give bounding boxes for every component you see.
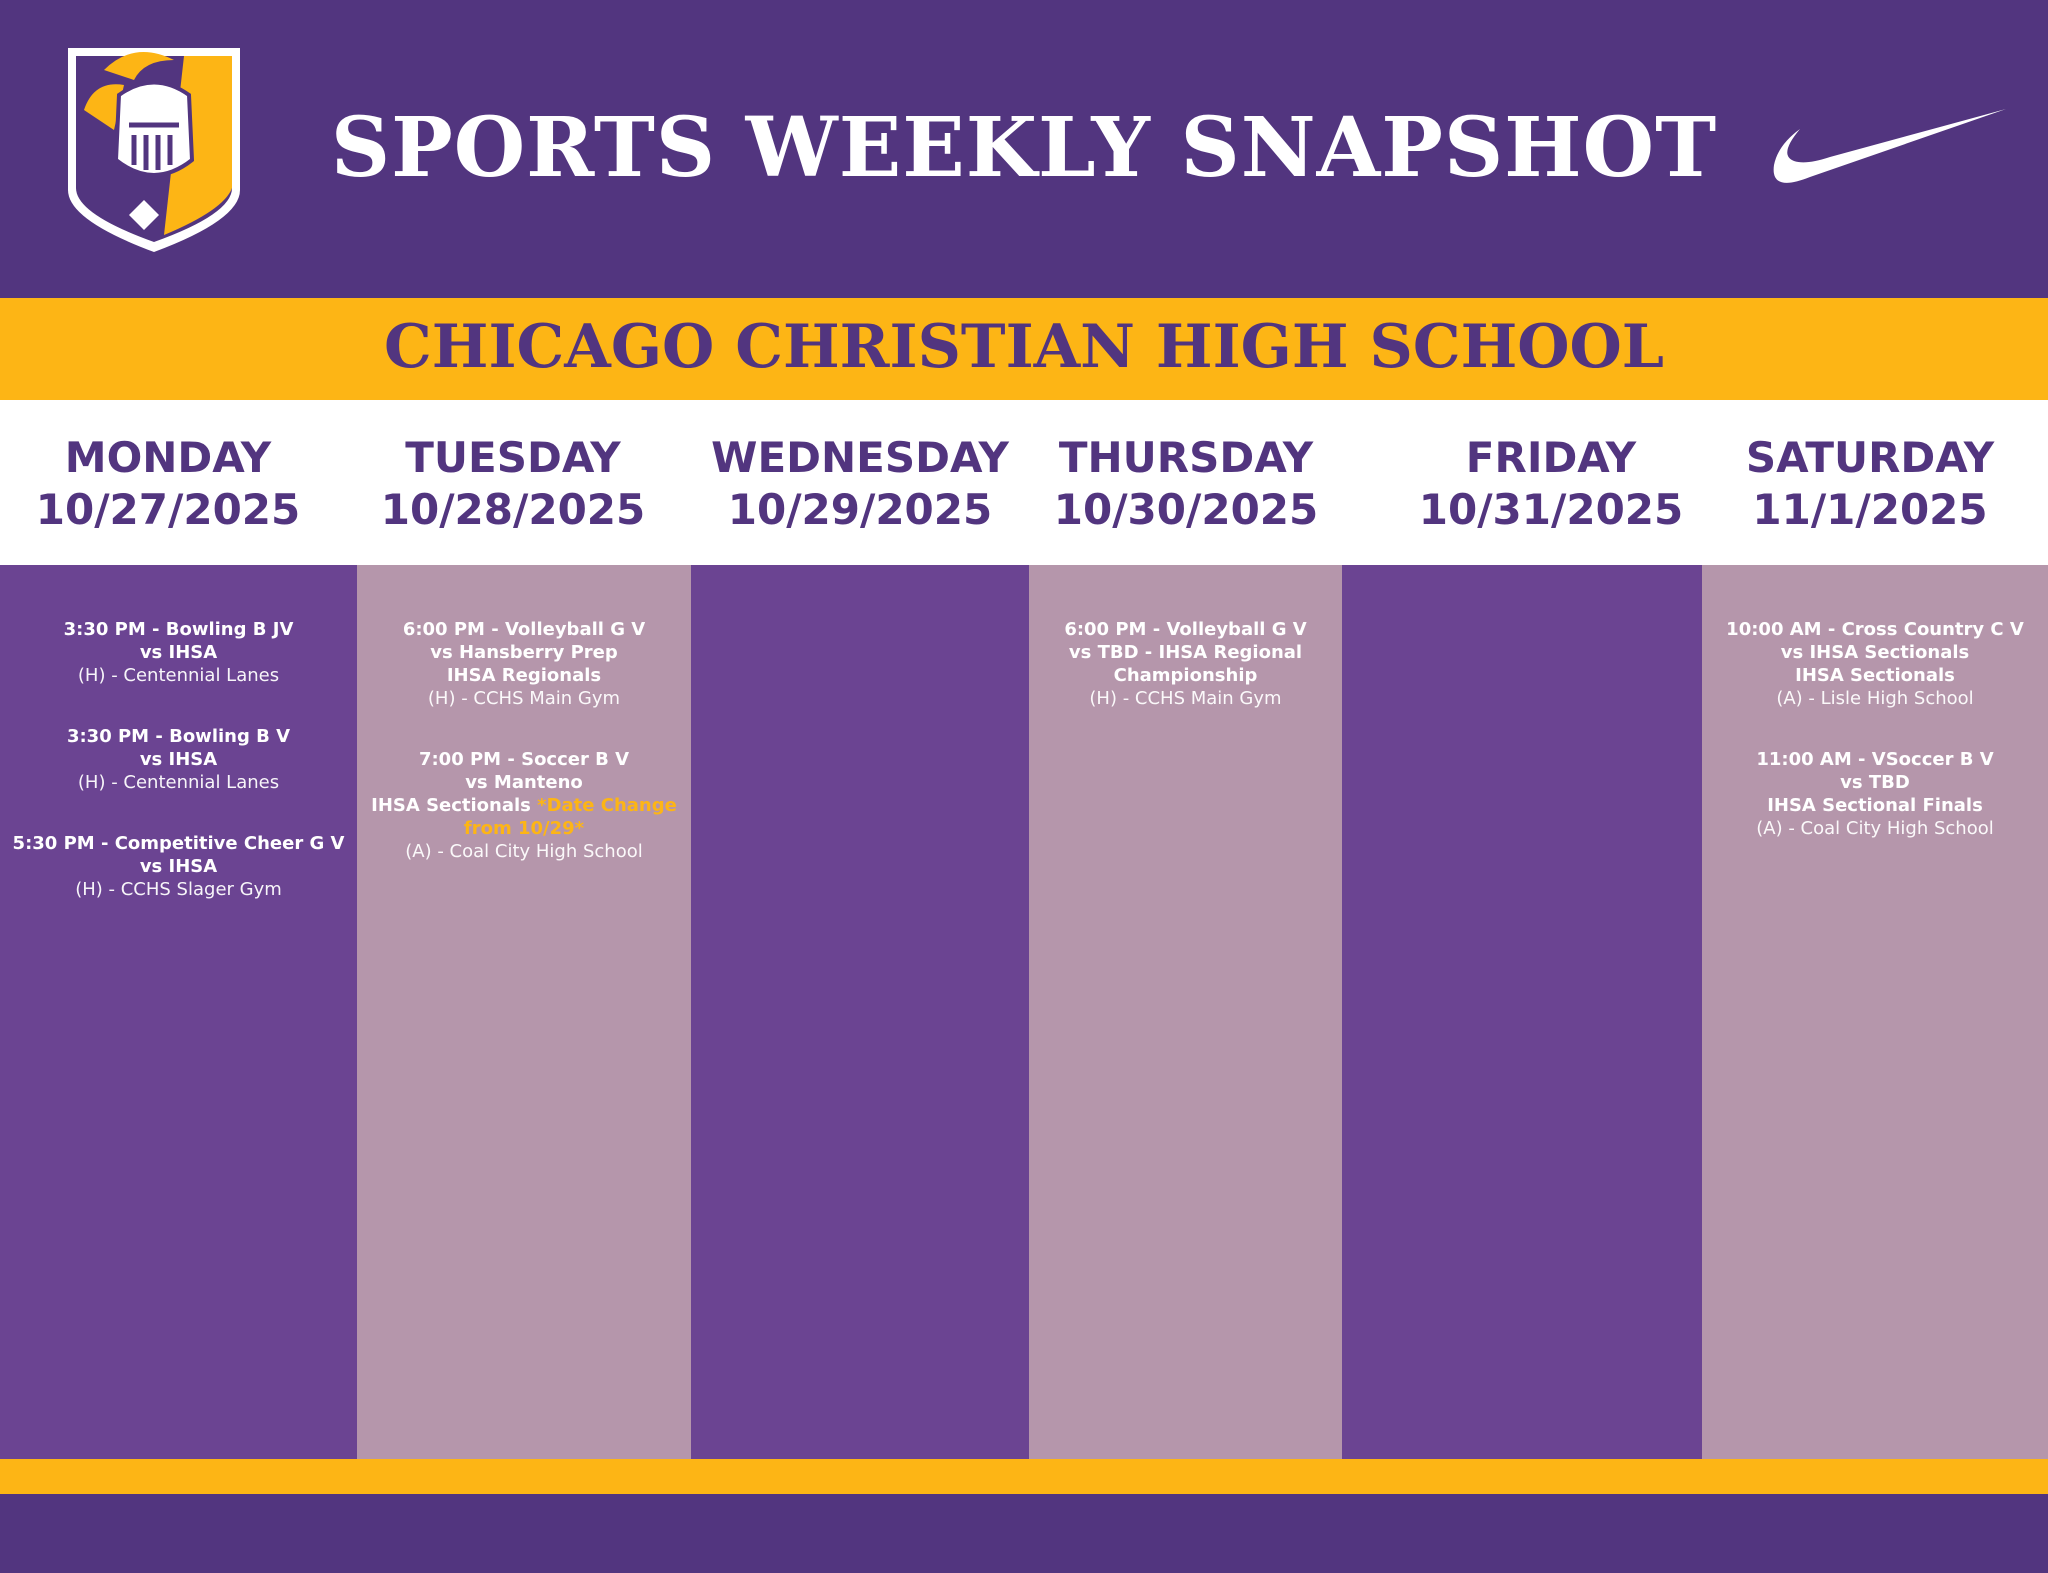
- day-date: 10/28/2025: [380, 485, 646, 534]
- day-name: FRIDAY: [1465, 433, 1637, 482]
- day-heading: WEDNESDAY 10/29/2025: [711, 432, 1009, 536]
- event-location: (H) - Centennial Lanes: [77, 772, 280, 793]
- event-detail: IHSA Regionals: [446, 665, 602, 686]
- event-detail: IHSA Sectionals: [371, 795, 531, 816]
- school-band: [0, 298, 2048, 400]
- event-title: 5:30 PM - Competitive Cheer G V: [12, 833, 345, 854]
- day-name: SATURDAY: [1745, 433, 1995, 482]
- event-opponent: vs Manteno: [465, 772, 583, 793]
- event-title: 3:30 PM - Bowling B JV: [63, 619, 294, 640]
- event-location: (H) - Centennial Lanes: [77, 665, 280, 686]
- event-opponent: vs TBD - IHSA Regional Championship: [1068, 642, 1303, 686]
- day-date: 10/29/2025: [727, 485, 993, 534]
- event: 3:30 PM - Bowling B JV vs IHSA (H) - Cente…: [6, 618, 351, 687]
- event-detail-line: IHSA Regionals: [363, 664, 685, 687]
- day-date: 10/30/2025: [1053, 485, 1319, 534]
- event-opponent: vs Hansberry Prep: [430, 642, 618, 663]
- event-note: *Date Change from 10/29*: [463, 795, 677, 839]
- event-opponent: vs TBD: [1840, 772, 1910, 793]
- event-location: (H) - CCHS Slager Gym: [75, 879, 282, 900]
- day-column: [1342, 565, 1702, 1459]
- day-date: 10/31/2025: [1418, 485, 1684, 534]
- event-location: (A) - Lisle High School: [1776, 688, 1974, 709]
- event-location: (A) - Coal City High School: [405, 841, 643, 862]
- event-title: 6:00 PM - Volleyball G V: [1064, 619, 1307, 640]
- day-heading: FRIDAY 10/31/2025: [1419, 432, 1683, 536]
- schedule: 3:30 PM - Bowling B JV vs IHSA (H) - Cente…: [0, 565, 2048, 1459]
- nike-logo: [1773, 109, 2006, 183]
- event-detail-line: IHSA Sectionals *Date Change from 10/29*: [363, 794, 685, 840]
- event-detail: IHSA Sectional Finals: [1767, 795, 1983, 816]
- day-column: [691, 565, 1029, 1459]
- event-opponent: vs IHSA: [139, 856, 218, 877]
- day-heading: SATURDAY 11/1/2025: [1746, 432, 1994, 536]
- day-heading: TUESDAY 10/28/2025: [381, 432, 645, 536]
- event-opponent: vs IHSA: [139, 749, 218, 770]
- header: SPORTS WEEKLY SNAPSHOT: [0, 0, 2048, 298]
- event-location: (A) - Coal City High School: [1756, 818, 1994, 839]
- school-name: CHICAGO CHRISTIAN HIGH SCHOOL: [384, 312, 1664, 382]
- footer-stripe: [0, 1459, 2048, 1494]
- day-column: 3:30 PM - Bowling B JV vs IHSA (H) - Cente…: [0, 565, 357, 1459]
- logo: [68, 48, 240, 252]
- day-heading: MONDAY 10/27/2025: [36, 432, 300, 536]
- event-location: (H) - CCHS Main Gym: [1089, 688, 1282, 709]
- day-name: MONDAY: [64, 433, 272, 482]
- day-header: MONDAY 10/27/2025 TUESDAY 10/28/2025 WEDNESD…: [0, 400, 2048, 565]
- day-date: 10/27/2025: [35, 485, 301, 534]
- day-name: THURSDAY: [1058, 433, 1314, 482]
- event-title: 10:00 AM - Cross Country C V: [1726, 619, 2024, 640]
- day-date: 11/1/2025: [1752, 485, 1988, 534]
- event-detail: IHSA Sectionals: [1795, 665, 1955, 686]
- title: SPORTS WEEKLY SNAPSHOT: [330, 100, 1718, 196]
- event-title: 7:00 PM - Soccer B V: [418, 749, 630, 770]
- event-detail-line: IHSA Sectional Finals: [1708, 794, 2042, 817]
- day-heading: THURSDAY 10/30/2025: [1054, 432, 1318, 536]
- event-title: 3:30 PM - Bowling B V: [66, 726, 291, 747]
- day-name: WEDNESDAY: [711, 433, 1009, 482]
- day-name: TUESDAY: [405, 433, 621, 482]
- event-title: 6:00 PM - Volleyball G V: [402, 619, 646, 640]
- event-location: (H) - CCHS Main Gym: [427, 688, 621, 709]
- event-detail-line: IHSA Sectionals: [1708, 664, 2042, 687]
- event-opponent: vs IHSA Sectionals: [1780, 642, 1970, 663]
- event-title: 11:00 AM - VSoccer B V: [1756, 749, 1994, 770]
- event-opponent: vs IHSA: [139, 642, 218, 663]
